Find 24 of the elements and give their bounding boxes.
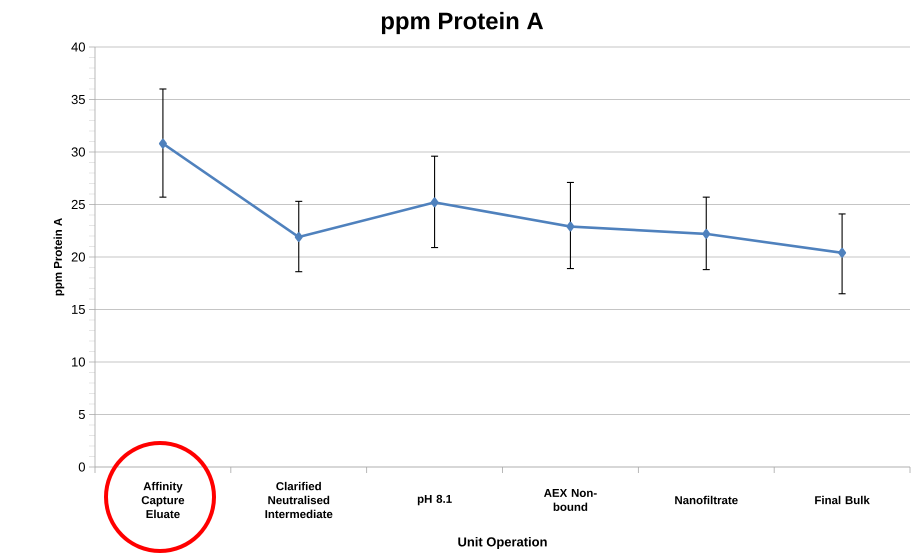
- point: [158, 138, 167, 148]
- y-tick-label: 25: [72, 200, 85, 210]
- point: [838, 248, 846, 258]
- y-axis-title: ppm Protein A: [54, 218, 64, 296]
- y-tick-label: 40: [71, 42, 85, 52]
- x-tick-label: Clarified Neutralised Intermediate: [265, 482, 332, 518]
- x-tick-label: Nanofiltrate: [675, 496, 738, 504]
- point: [702, 229, 710, 239]
- x-tick-label: AEX Non-bound: [544, 489, 597, 511]
- point: [430, 198, 439, 208]
- x-tick-label: Final Bulk: [815, 496, 870, 504]
- y-tick-label: 0: [78, 462, 85, 472]
- y-tick-label: 30: [72, 147, 85, 157]
- chart-title: ppm Protein A: [382, 12, 544, 34]
- x-tick-label: Affinity Capture Eluate: [142, 482, 184, 518]
- point: [566, 222, 574, 232]
- y-tick-label: 35: [72, 94, 85, 104]
- x-tick-label: pH 8.1: [418, 494, 452, 506]
- x-axis-title: Unit Operation: [458, 536, 547, 550]
- y-tick-label: 5: [78, 410, 85, 420]
- y-tick-label: 20: [72, 252, 85, 262]
- point: [294, 232, 303, 242]
- y-tick-label: 10: [72, 357, 85, 367]
- y-tick-label: 15: [72, 304, 85, 314]
